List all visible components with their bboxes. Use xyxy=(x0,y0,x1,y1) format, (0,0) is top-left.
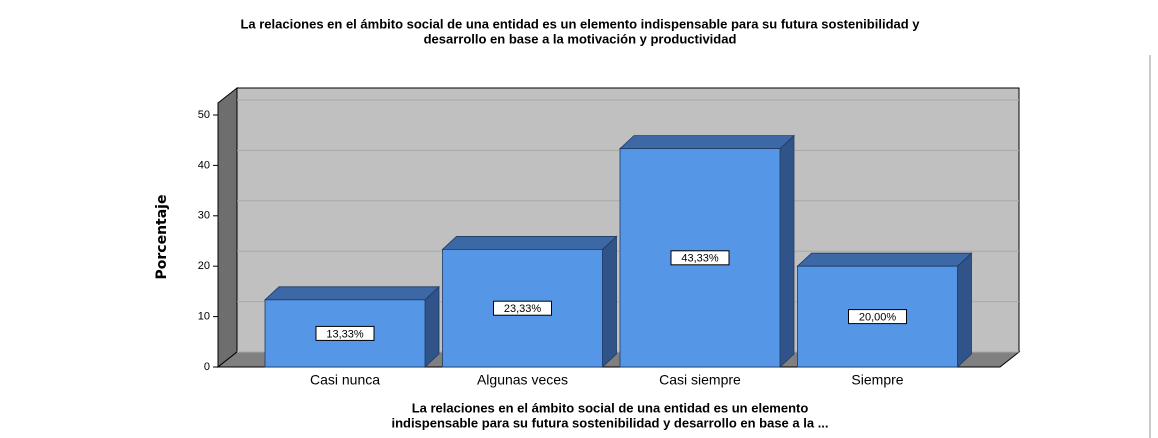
value-label-box xyxy=(493,300,552,316)
x-tick-label: Casi siempre xyxy=(659,372,741,388)
y-tick-label: 30 xyxy=(198,210,210,222)
value-label-box xyxy=(848,309,907,325)
y-tick-label: 50 xyxy=(198,109,210,121)
bar-top xyxy=(796,252,973,267)
value-label-box xyxy=(315,325,375,341)
bar-top xyxy=(441,236,618,250)
bar-side xyxy=(957,252,972,368)
value-label-box xyxy=(670,250,730,266)
y-tick-label: 0 xyxy=(204,361,210,373)
left-wall xyxy=(217,86,238,369)
y-tick-label: 10 xyxy=(198,311,210,323)
x-tick-label: Siempre xyxy=(851,372,903,388)
y-axis-label: Porcentaje xyxy=(154,195,170,280)
bar-top xyxy=(618,135,796,150)
bar-side xyxy=(602,235,617,368)
x-axis-label: La relaciones en el ámbito social de una… xyxy=(412,400,809,415)
value-label: 20,00% xyxy=(859,312,897,324)
value-label: 13,33% xyxy=(326,328,364,340)
bar-side xyxy=(424,285,440,368)
bar-top xyxy=(263,286,441,301)
chart-title: La relaciones en el ámbito social de una… xyxy=(240,16,920,31)
x-axis-label: indispensable para su futura sostenibili… xyxy=(391,415,828,430)
value-label: 23,33% xyxy=(504,303,542,315)
bar-side xyxy=(779,134,795,368)
y-tick-label: 40 xyxy=(198,159,210,171)
chart-title: desarrollo en base a la motivación y pro… xyxy=(424,31,737,46)
y-tick-label: 20 xyxy=(198,260,210,272)
x-tick-label: Casi nunca xyxy=(310,372,380,388)
x-tick-label: Algunas veces xyxy=(477,372,568,388)
value-label: 43,33% xyxy=(681,253,719,265)
